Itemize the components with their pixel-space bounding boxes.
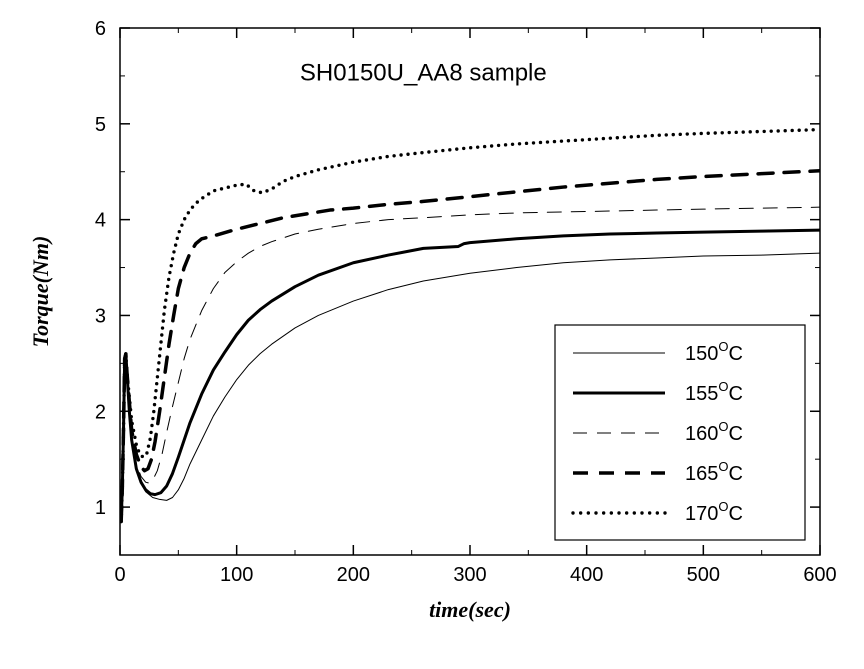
x-tick-label: 200 [337,564,370,586]
legend-item-150: 150OC [685,339,743,365]
x-axis-title: time(sec) [429,597,511,622]
legend-item-155: 155OC [685,379,743,405]
chart-title: SH0150U_AA8 sample [300,60,547,87]
y-tick-label: 3 [95,305,106,327]
legend-item-170: 170OC [685,499,743,525]
y-tick-label: 6 [95,18,106,40]
x-tick-label: 500 [687,564,720,586]
x-tick-label: 0 [114,564,125,586]
x-tick-label: 100 [220,564,253,586]
legend-item-165: 165OC [685,459,743,485]
x-tick-label: 600 [803,564,836,586]
legend-item-160: 160OC [685,419,743,445]
x-tick-label: 300 [453,564,486,586]
y-axis-title: Torque(Nm) [28,236,53,348]
y-tick-label: 4 [95,210,106,232]
y-tick-label: 2 [95,401,106,423]
chart-svg: 0 100 200 300 400 500 600 1 2 3 4 5 6 time(sec) Torque… [0,0,864,669]
chart-container: 0 100 200 300 400 500 600 1 2 3 4 5 6 time(sec) Torque… [0,0,864,669]
y-tick-label: 5 [95,114,106,136]
x-tick-label: 400 [570,564,603,586]
y-tick-label: 1 [95,497,106,519]
legend-box [555,325,805,540]
